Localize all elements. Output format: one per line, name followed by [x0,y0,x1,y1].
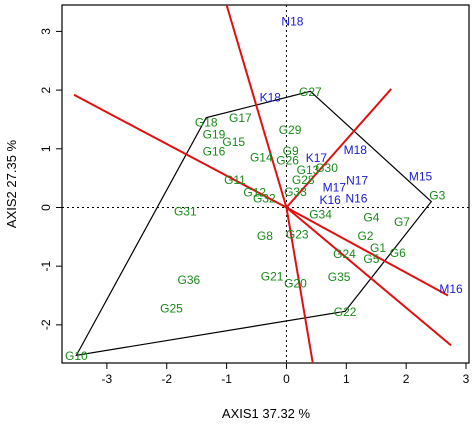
genotype-label: G21 [261,270,284,284]
genotype-label: G6 [390,246,406,260]
x-tick-label: -3 [102,372,113,386]
genotype-label: G31 [174,204,197,218]
x-tick-label: -2 [161,372,172,386]
genotype-label: G33 [284,185,307,199]
genotype-label: G12 [243,186,266,200]
genotype-label: G1 [370,241,386,255]
environment-label: K16 [319,193,341,207]
axes-layer: -3 -2 -1 0 1 2 3 -2 -1 0 1 2 3 [39,28,470,386]
y-tick-label: 1 [39,145,53,152]
genotype-label: G9 [283,144,299,158]
x-tick-label: 0 [283,372,290,386]
genotype-label: G5 [363,252,379,266]
genotype-label: G2 [357,229,373,243]
genotype-label: G11 [224,173,246,187]
genotype-label: G36 [178,273,201,287]
genotype-label: G29 [279,123,302,137]
genotype-label: G28 [292,173,315,187]
y-tick-label: 0 [39,204,53,211]
genotype-label: G32 [253,192,276,206]
y-tick-label: -1 [39,261,53,272]
x-tick-label: -1 [221,372,232,386]
genotype-label: G17 [229,111,252,125]
genotype-label: G13 [297,163,320,177]
genotype-label: G3 [429,189,445,203]
environment-label: M15 [409,169,433,183]
environment-label: M18 [344,143,368,157]
plot-frame [61,4,470,364]
genotype-label: G22 [334,305,357,319]
environment-label: K18 [260,91,282,105]
environment-label: K17 [306,151,328,165]
genotype-label: G35 [328,270,351,284]
y-tick-label: -2 [39,319,53,330]
genotype-label: G23 [286,227,309,241]
genotype-label: G27 [299,85,322,99]
genotype-label: G25 [160,301,183,315]
genotype-label: G24 [333,247,356,261]
genotype-label: G30 [315,161,338,175]
environment-label: M17 [323,180,347,194]
genotype-label: G14 [250,151,273,165]
genotype-label: G20 [284,277,307,291]
genotype-label: G8 [257,229,273,243]
x-tick-label: 3 [463,372,470,386]
sector-ray [285,88,392,209]
x-tick-label: 1 [343,372,350,386]
sector-ray [285,207,314,364]
hull-polygon [75,90,433,357]
genotype-label: G4 [363,210,379,224]
genotype-label: G15 [222,135,245,149]
convex-hull [75,90,433,357]
genotype-label: G7 [394,215,410,229]
genotype-label: G34 [309,207,332,221]
genotype-label: G26 [276,153,299,167]
sector-ray [225,4,288,208]
genotype-label: G16 [203,145,226,159]
environment-label: N18 [281,14,303,28]
sector-rays [73,4,452,364]
x-axis-label: AXIS1 37.32 % [222,406,311,421]
genotype-label: G10 [65,349,88,363]
y-tick-label: 2 [39,86,53,93]
sector-ray [285,206,452,347]
sector-ray [285,206,449,297]
sector-ray [73,93,287,209]
genotype-label: G18 [195,115,218,129]
y-axis-label: AXIS2 27.35 % [4,139,19,228]
x-tick-label: 2 [403,372,410,386]
genotype-label: G19 [203,128,226,142]
environment-label: N16 [345,192,367,206]
environment-label: M16 [439,282,463,296]
environment-label: N17 [346,173,368,187]
y-tick-label: 3 [39,28,53,35]
